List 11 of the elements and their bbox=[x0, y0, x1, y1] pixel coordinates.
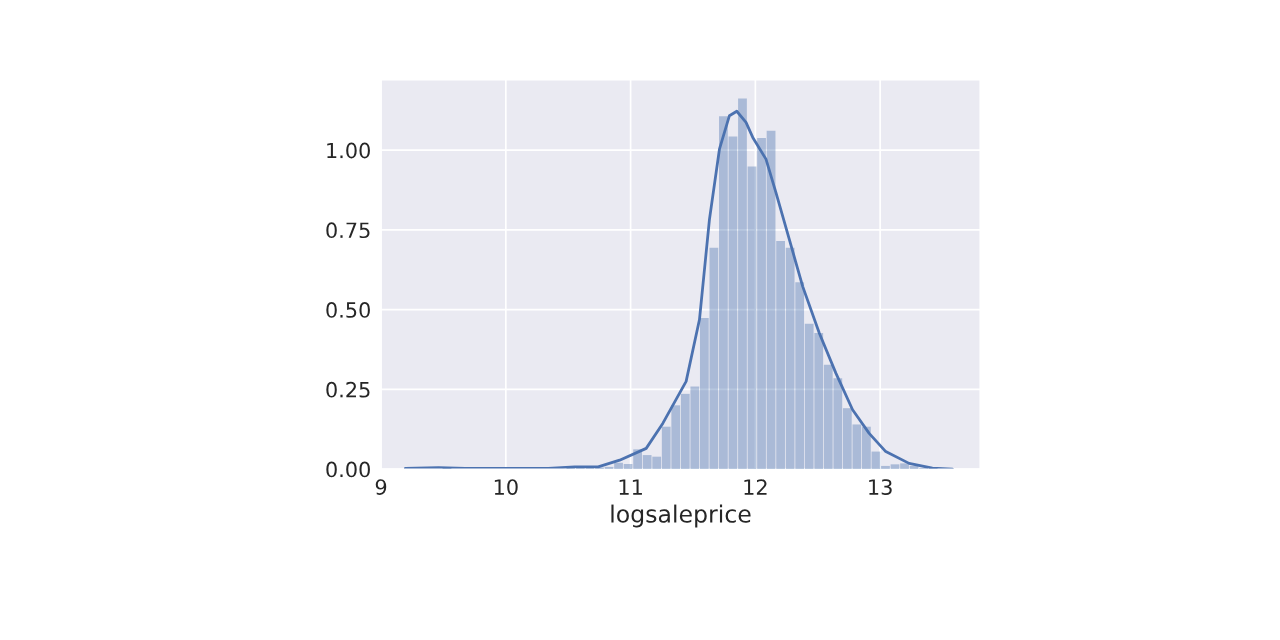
x-tick-label: 11 bbox=[619, 479, 642, 495]
y-tick-label: 1.00 bbox=[327, 142, 370, 159]
x-tick-label: 10 bbox=[494, 479, 518, 495]
x-tick-label: 9 bbox=[375, 479, 387, 495]
y-tick-label: 0.75 bbox=[326, 222, 370, 239]
x-axis-title: logsaleprice bbox=[611, 504, 751, 528]
x-tick-label: 13 bbox=[869, 479, 892, 495]
y-tick-label: 0.25 bbox=[326, 381, 370, 398]
x-tick-label: 12 bbox=[744, 479, 767, 495]
y-tick-label: 0.00 bbox=[326, 461, 370, 478]
y-tick-label: 0.50 bbox=[326, 302, 370, 318]
